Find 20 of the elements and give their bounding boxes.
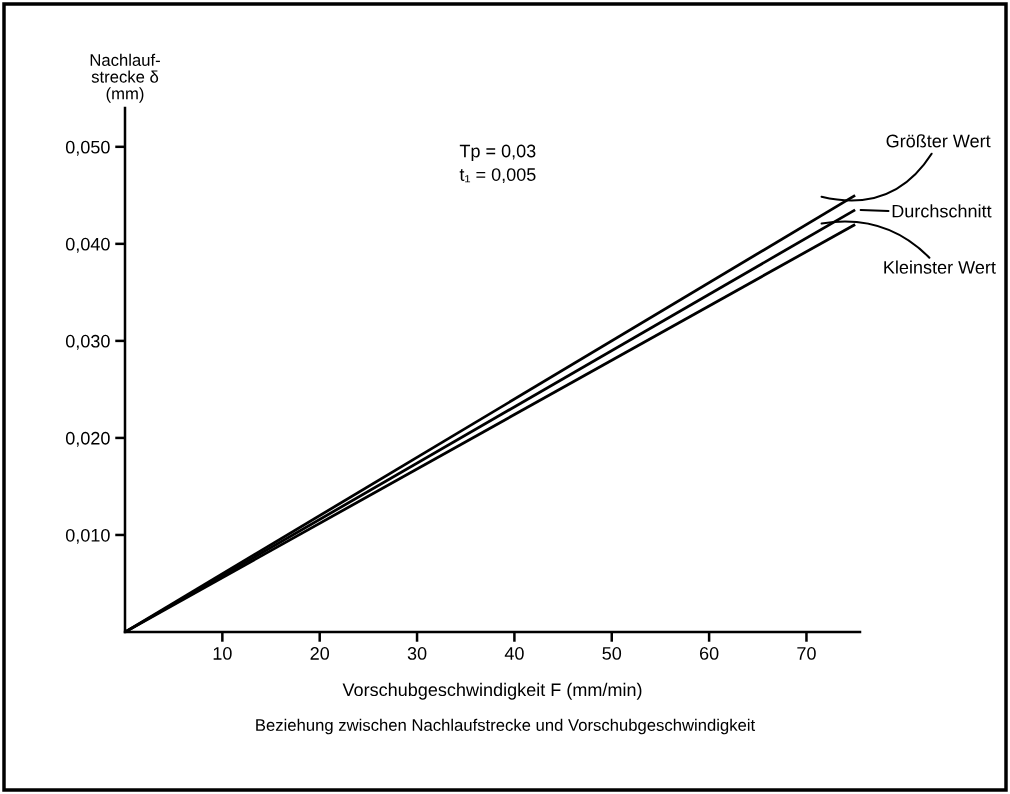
legend-label: Durchschnitt xyxy=(892,204,992,218)
x-tick-label: 70 xyxy=(797,647,816,660)
y-tick-label: 0,010 xyxy=(65,528,110,544)
x-tick-label: 30 xyxy=(407,647,427,660)
y-tick-label: 0,030 xyxy=(65,334,110,350)
text: Kleinster Wert xyxy=(884,260,996,274)
x-tick-label: 20 xyxy=(310,647,330,660)
y-tick-label: 0,020 xyxy=(65,431,110,447)
x-axis-title: Vorschubgeschwindigkeit F (mm/min) xyxy=(342,682,642,700)
y-axis-title: Nachlauf- strecke δ (mm) xyxy=(90,53,160,103)
x-tick-label: 10 xyxy=(213,647,232,660)
x-tick-label: 50 xyxy=(602,647,622,660)
x-tick-label: 40 xyxy=(504,647,524,660)
text: Beziehung zwischen Nachlaufstrecke und Vorschubgeschwindigkeit xyxy=(256,718,756,735)
text: Größter Wert xyxy=(886,134,991,148)
annotation: Tp = 0,03 xyxy=(459,144,536,161)
x-tick-label: 60 xyxy=(699,647,719,660)
y-tick-label: 0,040 xyxy=(65,237,110,253)
y-tick-label: 0,050 xyxy=(65,140,110,156)
annotation: t₁ = 0,005 xyxy=(459,168,536,184)
